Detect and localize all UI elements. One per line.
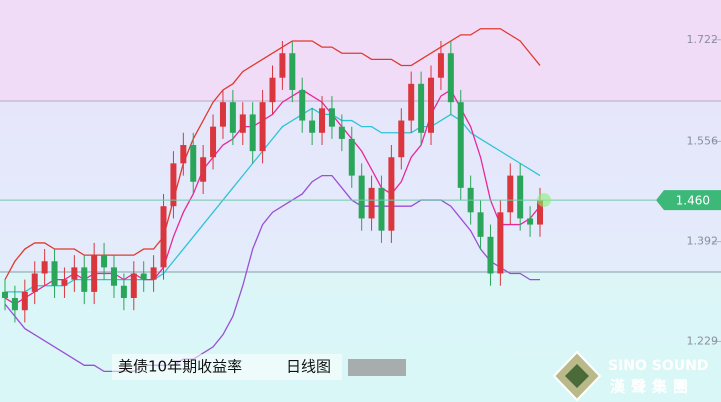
candle-body (170, 163, 177, 207)
candle-body (31, 273, 38, 292)
candle-body (378, 187, 385, 231)
candle-body (457, 102, 464, 188)
candle-body (180, 145, 187, 164)
candle-body (41, 261, 48, 274)
candle-body (239, 114, 246, 133)
last-price-label: 1.460 (676, 194, 710, 208)
candle-body (537, 200, 543, 225)
indicator-line (4, 174, 540, 373)
candle-body (408, 83, 415, 121)
plot: 1.722 1.556 1.392 1.229 1.460 (0, 28, 721, 373)
candle-body (319, 108, 326, 133)
candle-body (398, 120, 405, 158)
candle-body (299, 89, 306, 121)
y-tick-label: 1.556 (687, 134, 719, 147)
title-bg (112, 354, 342, 380)
y-tick-label: 1.722 (687, 33, 719, 46)
candle-body (51, 261, 58, 286)
candle-body (190, 145, 197, 182)
candle-body (309, 120, 316, 133)
candle-body (477, 212, 484, 237)
candle-body (249, 114, 256, 152)
last-price-box (656, 190, 721, 211)
candle-body (328, 108, 335, 127)
candle-body (81, 267, 88, 292)
candle-body (120, 285, 127, 298)
candle-body (497, 212, 504, 274)
candle-body (428, 77, 435, 133)
candle-body (229, 102, 236, 133)
candle-body (101, 255, 108, 268)
chart-subtitle: 日线图 (286, 358, 331, 376)
candle-body (388, 157, 395, 231)
logo-icon (565, 364, 589, 388)
last-price-glow (537, 193, 551, 208)
candle-body (447, 53, 454, 103)
candle-body (348, 138, 355, 176)
candle-body (487, 236, 494, 274)
candle-body (130, 273, 137, 298)
candle-body (21, 291, 28, 311)
brand-cn: 漢聲集團 (610, 378, 694, 396)
candle-body (259, 102, 266, 152)
candle-body (507, 175, 514, 213)
candle-body (269, 77, 276, 103)
brand: SINO SOUND (608, 358, 708, 374)
candle-body (210, 126, 217, 158)
candle-body (279, 53, 286, 78)
candle-body (368, 187, 375, 219)
candle-body (517, 175, 524, 219)
candle-body (160, 206, 167, 268)
candle-body (91, 255, 98, 292)
candle-body (289, 53, 296, 90)
redacted-box (348, 359, 406, 376)
candle-body (11, 297, 18, 311)
candle-body (358, 175, 365, 219)
candle-body (110, 267, 117, 286)
candle-body (200, 157, 207, 182)
chart-title: 美债10年期收益率 (118, 358, 242, 376)
candle-body (2, 291, 8, 298)
candle-body (418, 83, 425, 133)
candle-body (61, 279, 68, 286)
candle-body (140, 273, 147, 280)
y-tick-label: 1.229 (687, 334, 719, 347)
y-tick-label: 1.392 (687, 235, 719, 248)
candle-body (71, 267, 78, 280)
candle-body (150, 267, 157, 280)
logo: SINO SOUND 漢聲集團 (552, 350, 708, 402)
candle-body (437, 53, 444, 78)
candle-body (338, 126, 345, 139)
candle-body (527, 218, 534, 225)
candle-body (219, 102, 226, 127)
